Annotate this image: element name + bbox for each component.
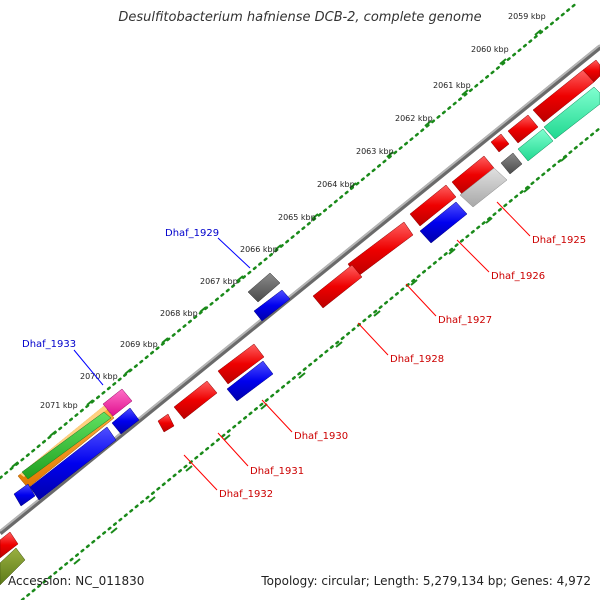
ruler-tick <box>373 310 381 317</box>
gene-feature[interactable] <box>157 413 175 433</box>
gene-label-dhaf_1931[interactable]: Dhaf_1931 <box>250 466 304 477</box>
ruler-tick <box>274 244 282 251</box>
ruler-tick <box>124 368 132 375</box>
gene-feature[interactable] <box>0 531 19 559</box>
gene-feature[interactable] <box>102 388 133 417</box>
gene-label-dhaf_1927[interactable]: Dhaf_1927 <box>438 315 492 326</box>
forward-ruler-ticks <box>11 29 542 468</box>
ruler-tick <box>311 213 319 220</box>
ruler-tick <box>424 120 432 127</box>
scale-label: 2066 kbp <box>240 245 278 254</box>
gene-feature[interactable] <box>507 114 539 144</box>
gene-feature[interactable] <box>517 128 554 162</box>
gene-feature[interactable] <box>13 483 36 507</box>
gene-label-dhaf_1933[interactable]: Dhaf_1933 <box>22 339 76 350</box>
ruler-tick <box>461 89 469 96</box>
ruler-tick <box>161 337 169 344</box>
scale-label: 2061 kbp <box>433 81 471 90</box>
ruler-tick <box>298 372 306 379</box>
scale-label: 2067 kbp <box>200 277 238 286</box>
ruler-tick <box>49 430 57 437</box>
scale-label: 2064 kbp <box>317 180 355 189</box>
ruler-tick <box>560 155 568 162</box>
backbone-features <box>0 59 600 586</box>
ruler-tick <box>349 182 357 189</box>
gene-label-dhaf_1925[interactable]: Dhaf_1925 <box>532 235 586 246</box>
ruler-tick <box>86 399 94 406</box>
ruler-tick <box>523 186 531 193</box>
gene-feature[interactable] <box>409 184 457 227</box>
ruler-tick <box>335 341 343 348</box>
ruler-tick <box>499 58 507 65</box>
gene-feature[interactable] <box>226 360 274 402</box>
leader-dhaf_1925 <box>496 201 531 237</box>
scale-label: 2070 kbp <box>80 372 118 381</box>
leader-dhaf_1929 <box>217 237 251 269</box>
scale-label: 2068 kbp <box>160 309 198 318</box>
scale-label: 2069 kbp <box>120 340 158 349</box>
ruler-tick <box>199 306 207 313</box>
ruler-tick <box>448 248 456 255</box>
reverse-ruler <box>20 126 600 600</box>
scale-label: 2059 kbp <box>508 12 546 21</box>
ruler-tick <box>236 275 244 282</box>
scale-label: 2065 kbp <box>278 213 316 222</box>
gene-feature[interactable] <box>111 407 140 435</box>
gene-feature[interactable] <box>312 264 363 309</box>
scale-label: 2060 kbp <box>471 45 509 54</box>
gene-label-dhaf_1930[interactable]: Dhaf_1930 <box>294 431 348 442</box>
ruler-tick <box>534 29 542 36</box>
leader-dhaf_1933 <box>73 349 104 386</box>
gene-feature[interactable] <box>419 201 468 244</box>
leader-dhaf_1928 <box>357 322 389 356</box>
gene-feature[interactable] <box>490 133 510 153</box>
forward-ruler <box>0 0 580 480</box>
gene-label-dhaf_1932[interactable]: Dhaf_1932 <box>219 489 273 500</box>
ruler-tick <box>73 558 81 565</box>
gene-feature[interactable] <box>253 289 291 322</box>
gene-labels: Dhaf_1929 Dhaf_1933 Dhaf_1925 Dhaf_1926 … <box>22 228 586 500</box>
scale-label: 2062 kbp <box>395 114 433 123</box>
ruler-tick <box>11 461 19 468</box>
gene-feature[interactable] <box>500 152 523 175</box>
ruler-tick <box>223 434 231 441</box>
leader-dhaf_1931 <box>217 432 249 467</box>
leader-dhaf_1926 <box>456 239 490 273</box>
genome-summary-text: Topology: circular; Length: 5,279,134 bp… <box>261 574 591 588</box>
ruler-tick <box>485 217 493 224</box>
scale-labels: 2059 kbp 2060 kbp 2061 kbp 2062 kbp 2063… <box>40 12 546 410</box>
leader-dhaf_1927 <box>405 283 437 317</box>
scale-label: 2063 kbp <box>356 147 394 156</box>
gene-label-dhaf_1926[interactable]: Dhaf_1926 <box>491 271 545 282</box>
gene-feature[interactable] <box>247 272 281 303</box>
gene-label-dhaf_1929[interactable]: Dhaf_1929 <box>165 228 219 239</box>
gene-label-dhaf_1928[interactable]: Dhaf_1928 <box>390 354 444 365</box>
gene-feature[interactable] <box>29 426 117 501</box>
leader-dhaf_1930 <box>261 399 293 433</box>
leader-dhaf_1932 <box>183 454 218 491</box>
gene-feature[interactable] <box>459 167 508 208</box>
ruler-tick <box>110 527 118 534</box>
gene-feature[interactable] <box>543 86 600 140</box>
gene-feature[interactable] <box>0 547 26 586</box>
gene-feature[interactable] <box>173 380 218 420</box>
gene-feature[interactable] <box>582 59 600 83</box>
ruler-tick <box>386 151 394 158</box>
gene-feature[interactable] <box>21 411 112 480</box>
leader-lines <box>73 201 531 491</box>
reverse-ruler-ticks <box>73 155 568 565</box>
gene-feature[interactable] <box>217 343 265 385</box>
accession-text: Accession: NC_011830 <box>8 574 145 588</box>
gene-feature[interactable] <box>347 221 414 278</box>
ruler-tick <box>410 279 418 286</box>
ruler-tick <box>148 496 156 503</box>
ruler-tick <box>185 465 193 472</box>
genome-title: Desulfitobacterium hafniense DCB-2, comp… <box>118 10 482 25</box>
scale-label: 2071 kbp <box>40 401 78 410</box>
